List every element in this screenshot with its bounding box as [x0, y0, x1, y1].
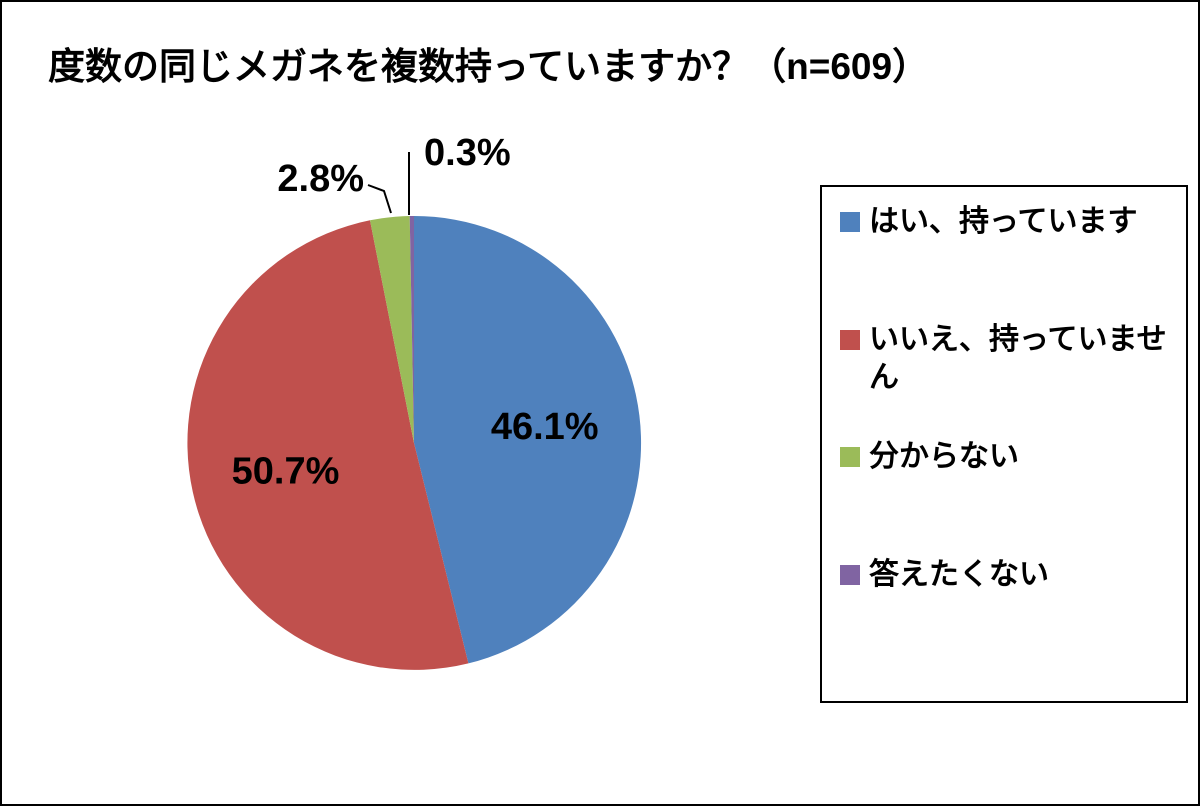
legend-swatch-icon: [840, 212, 860, 232]
pie-slice-1: [187, 220, 469, 670]
slice-value-label-0: 46.1%: [491, 406, 599, 448]
leader-line-2: [367, 184, 392, 214]
pie-slice-2: [370, 216, 414, 443]
pie-slice-0: [414, 215, 642, 664]
legend-swatch-icon: [840, 447, 860, 467]
legend-label: 答えたくない: [869, 557, 1049, 591]
legend-item: はい、持っています: [840, 203, 1176, 321]
slice-value-label-3: 0.3%: [424, 132, 511, 174]
chart-title: 度数の同じメガネを複数持っていますか？（n=609）: [48, 46, 930, 87]
legend-item: 分からない: [840, 438, 1176, 556]
pie-slice-3: [409, 215, 414, 443]
legend-item: いいえ、持っていません: [840, 321, 1176, 439]
slice-value-label-1: 50.7%: [232, 451, 340, 493]
legend-swatch-icon: [840, 564, 860, 585]
legend-item: 答えたくない: [840, 556, 1176, 674]
legend-swatch-icon: [840, 329, 860, 350]
legend-label: はい、持っています: [869, 205, 1138, 238]
legend: はい、持っています いいえ、持っていません 分からない 答えたくない: [820, 185, 1188, 703]
legend-label: いいえ、持っていません: [869, 322, 1167, 394]
slice-value-label-2: 2.8%: [277, 158, 364, 200]
legend-label: 分からない: [869, 440, 1019, 473]
